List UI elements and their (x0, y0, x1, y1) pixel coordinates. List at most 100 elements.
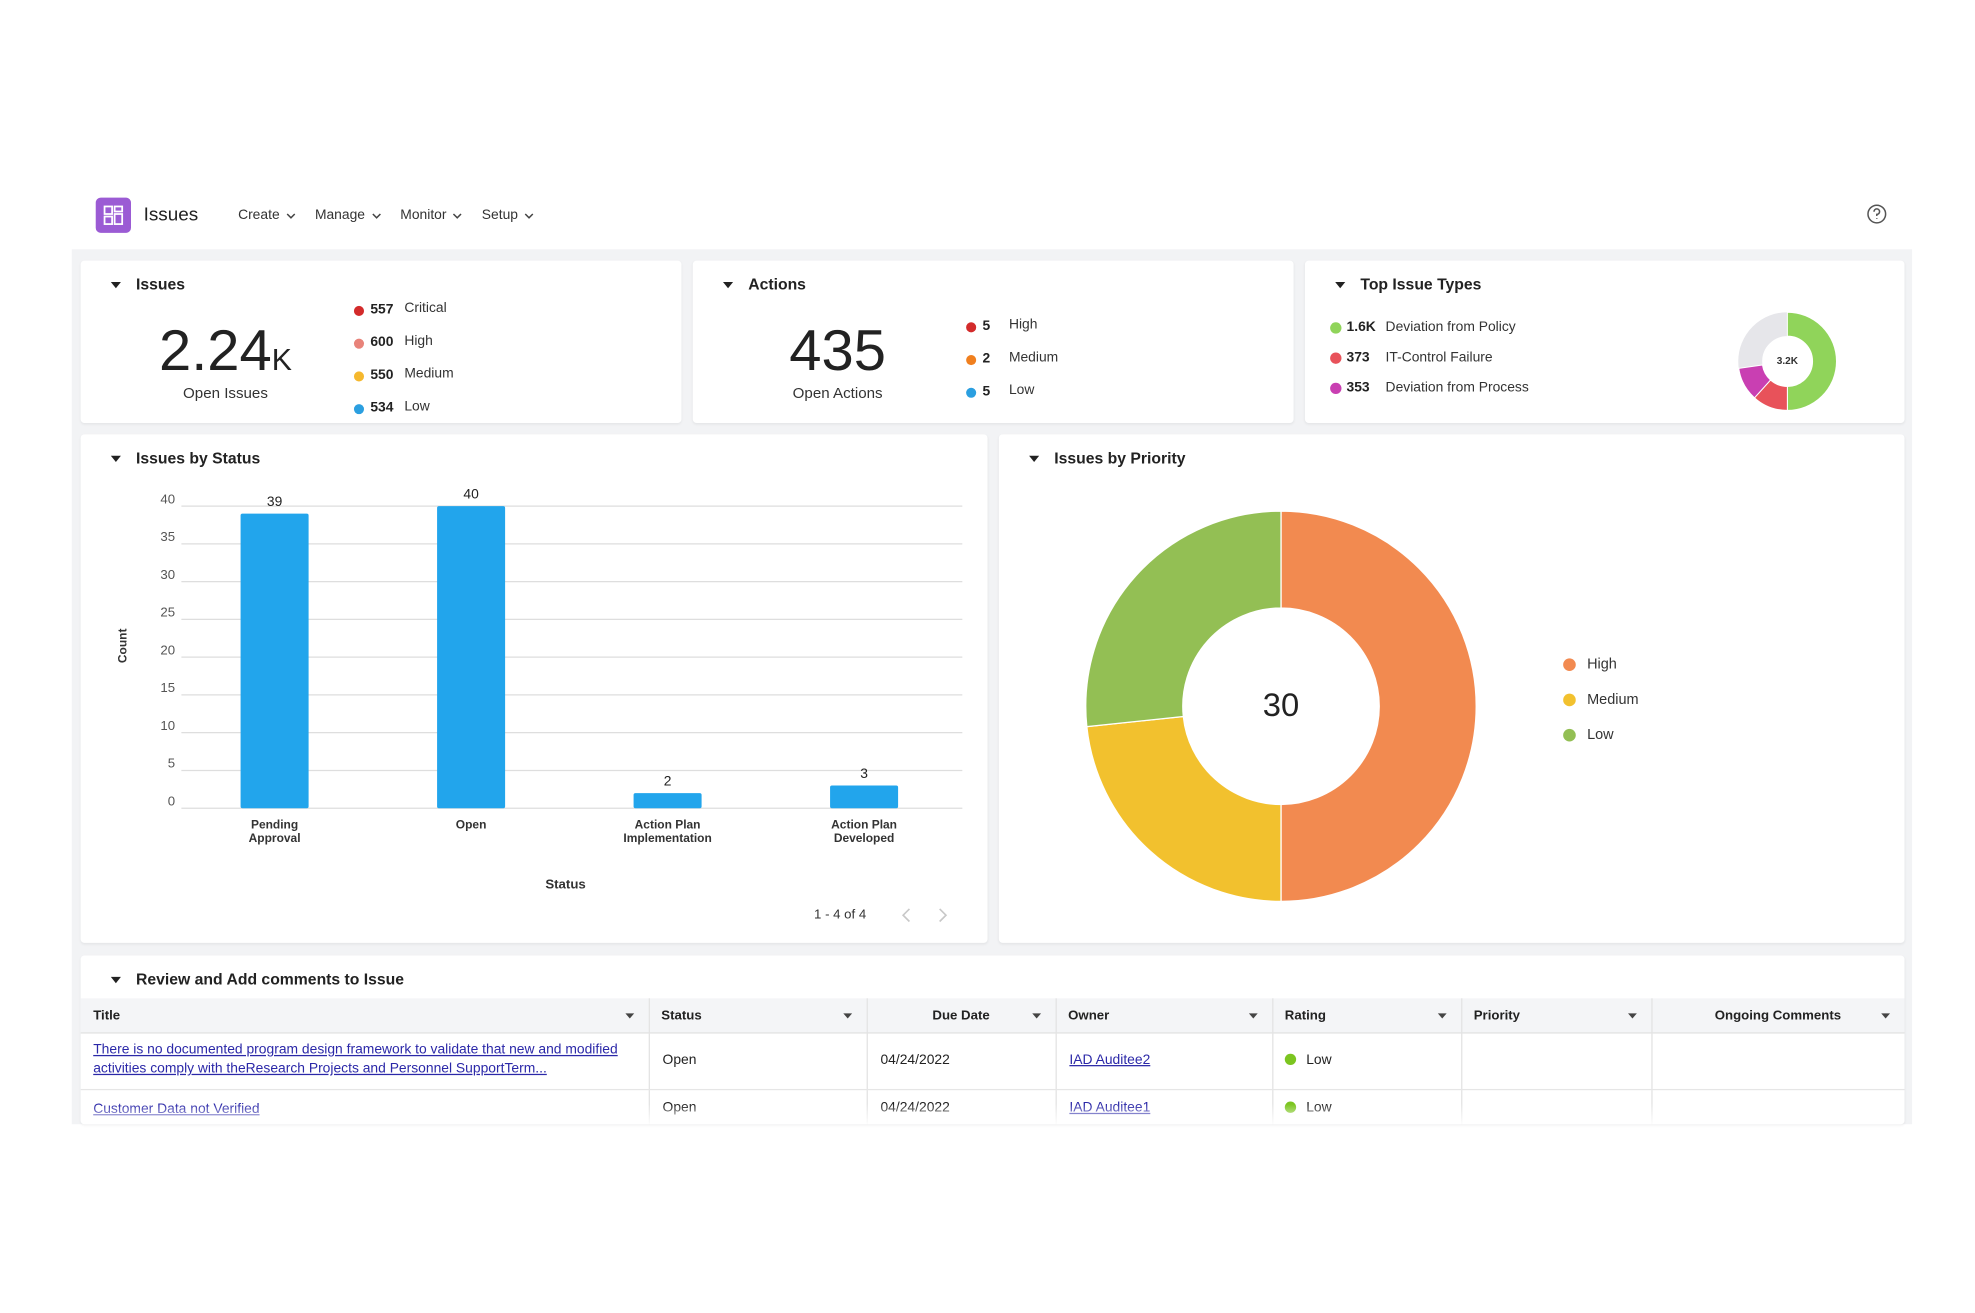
chart[interactable] (1865, 203, 1888, 226)
legend-dot (1330, 382, 1342, 395)
value-label: 2 (664, 772, 672, 788)
y-axis-label: Count (116, 629, 130, 664)
sort-caret (625, 1013, 635, 1019)
menu-item[interactable]: Setup (481, 207, 518, 223)
y-tick-label: 0 (168, 793, 175, 808)
column-header[interactable]: Rating (1284, 1008, 1326, 1024)
column-divider (866, 998, 868, 1125)
donut-center-label: 3.2K (1777, 356, 1799, 367)
legend-dot (1563, 693, 1576, 707)
bar (830, 785, 899, 809)
chart (525, 213, 534, 219)
sort-caret (843, 1013, 853, 1019)
big-number-unit: K (271, 343, 292, 378)
help-icon (1867, 204, 1887, 224)
big-number-label: Open Actions (792, 383, 883, 402)
x-tick-label: Action Plan Implementation (623, 818, 712, 846)
donut-segment (1085, 510, 1282, 728)
collapse-caret[interactable] (110, 976, 121, 984)
legend-dot (353, 404, 365, 415)
legend-dot (1330, 352, 1342, 364)
menu-item[interactable]: Create (238, 207, 280, 223)
menu-item[interactable]: Monitor (400, 207, 447, 223)
sort-caret (1437, 1013, 1447, 1019)
legend-count: 353 (1346, 380, 1370, 396)
legend-count: 1.6K (1346, 319, 1376, 335)
card-title: Issues (136, 275, 186, 294)
legend-name: Low (1008, 382, 1035, 398)
menu-chevron (525, 213, 534, 219)
column-header[interactable]: Ongoing Comments (1714, 1008, 1842, 1024)
menu-chevron (286, 213, 296, 219)
legend-count: 5 (982, 318, 991, 334)
donut-segment (1280, 510, 1477, 903)
chart (1881, 1013, 1891, 1019)
donut-segment (1086, 715, 1282, 903)
legend-dot (353, 371, 365, 382)
card-title: Issues by Status (136, 449, 261, 468)
legend-name: Deviation from Policy (1385, 319, 1516, 335)
big-number: 435 (712, 316, 964, 384)
chart: 3.2K (1738, 311, 1837, 411)
value-label: 39 (267, 493, 283, 509)
legend-name: IT-Control Failure (1385, 349, 1493, 366)
collapse-caret[interactable] (110, 281, 121, 289)
column-header[interactable]: Priority (1473, 1008, 1521, 1024)
collapse-caret[interactable] (110, 455, 121, 463)
big-number: 2.24K (100, 316, 352, 384)
prev-page[interactable] (901, 908, 911, 923)
column-header[interactable]: Status (661, 1008, 702, 1024)
donut-segment (1786, 311, 1837, 411)
legend-count: 534 (370, 400, 394, 416)
collapse-caret[interactable] (1335, 281, 1346, 289)
menu-item[interactable]: Manage (314, 207, 366, 223)
issue-link[interactable]: There is no documented program design fr… (93, 1042, 618, 1077)
icon-shape (103, 205, 113, 215)
legend-count: 550 (370, 367, 394, 383)
app-title: Issues (143, 203, 199, 226)
legend-name: High (404, 333, 433, 349)
x-axis-label: Status (545, 877, 585, 892)
chart (286, 213, 296, 219)
cell-text: Open (662, 1052, 697, 1068)
header: Issues Create Manage Monitor Setup (71, 186, 1913, 250)
chart-card: Issues by Priority 30 High Medium Low (998, 434, 1905, 943)
sort-caret (1032, 1013, 1042, 1019)
column-header[interactable]: Due Date (932, 1008, 990, 1024)
card-title: Actions (748, 275, 806, 294)
app-icon (95, 197, 131, 233)
big-number-value: 2.24 (158, 317, 272, 383)
x-tick-label: Pending Approval (248, 818, 301, 846)
icon-shape (113, 205, 124, 213)
column-header[interactable]: Title (93, 1008, 121, 1024)
chart (103, 205, 124, 225)
card-title: Issues by Priority (1054, 449, 1186, 468)
column-header[interactable]: Owner (1068, 1008, 1110, 1024)
collapse-caret[interactable] (1029, 455, 1040, 463)
legend-count: 2 (982, 351, 991, 367)
y-tick-label: 10 (160, 718, 175, 733)
x-tick-label: Action Plan Developed (831, 818, 897, 846)
legend-dot (1330, 322, 1342, 334)
bar (633, 793, 702, 809)
y-tick-label: 35 (160, 529, 175, 544)
owner-link[interactable]: IAD Auditee2 (1069, 1052, 1151, 1068)
table-card: Review and Add comments to Issue Title Sta… (80, 955, 1905, 1125)
legend-dot (966, 355, 977, 366)
value-label: 40 (463, 485, 479, 501)
legend-dot (1563, 658, 1576, 671)
legend-count: 557 (370, 302, 394, 318)
rating-dot (1284, 1053, 1297, 1066)
collapse-caret[interactable] (723, 281, 734, 289)
card-title: Top Issue Types (1360, 275, 1482, 294)
legend-dot (353, 305, 365, 316)
legend-name: Low (404, 399, 430, 415)
y-tick-label: 20 (160, 642, 175, 657)
legend-dot (1563, 728, 1576, 742)
summary-card: Top Issue Types 1.6K Deviation from Policy… (1304, 260, 1905, 423)
legend-dot (353, 338, 365, 349)
table-header-row (80, 998, 1905, 1034)
sort-caret (1881, 1013, 1891, 1019)
next-page[interactable] (939, 908, 948, 923)
chart (843, 1013, 853, 1019)
